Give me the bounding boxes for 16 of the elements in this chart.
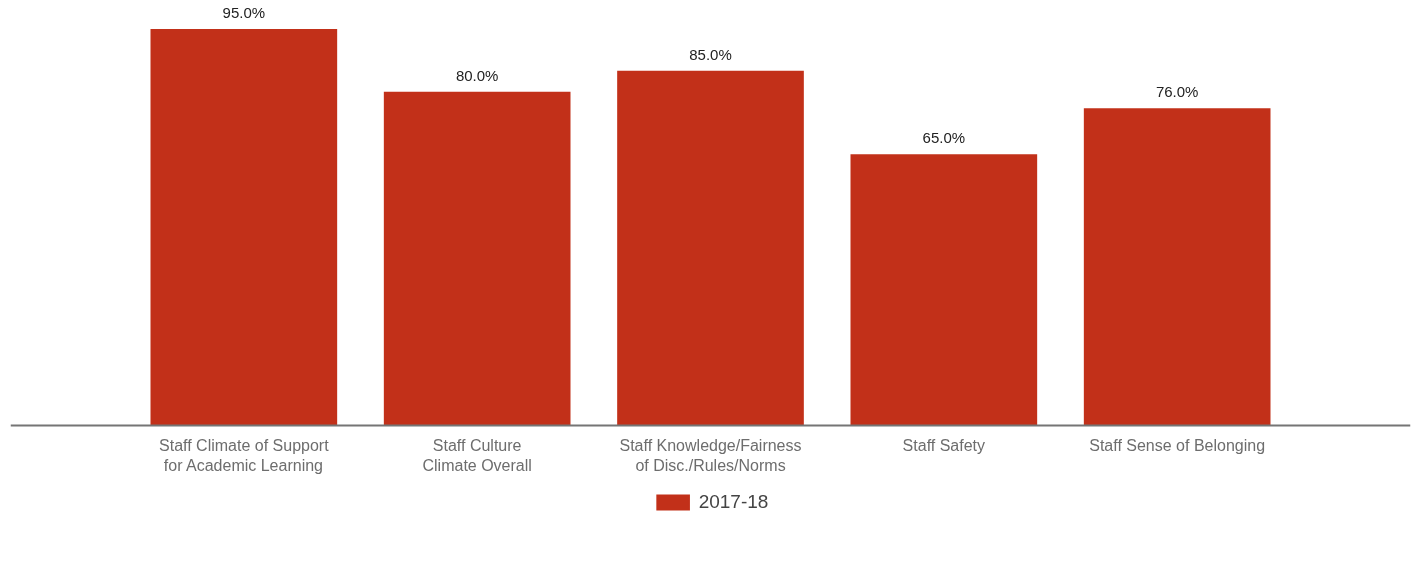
bar (617, 70, 804, 426)
bar (150, 29, 338, 426)
data-label: 80.0% (455, 66, 499, 84)
data-label: 65.0% (922, 129, 966, 147)
x-tick-label: Staff Knowledge/Fairness of Disc./Rules/Norms (619, 436, 802, 474)
bar (1083, 108, 1271, 426)
x-tick-label: Staff Sense of Belonging (1089, 436, 1266, 454)
x-tick-label: Staff Culture Climate Overall (422, 436, 532, 474)
legend-label: 2017-18 (698, 491, 769, 513)
x-tick-label: Staff Climate of Support for Academic Learning (159, 436, 330, 474)
x-tick-label: Staff Safety (902, 436, 986, 454)
data-label: 95.0% (222, 4, 266, 22)
data-label: 85.0% (689, 45, 732, 63)
bar (383, 91, 571, 426)
bar (850, 154, 1038, 426)
data-label: 76.0% (1155, 83, 1199, 101)
